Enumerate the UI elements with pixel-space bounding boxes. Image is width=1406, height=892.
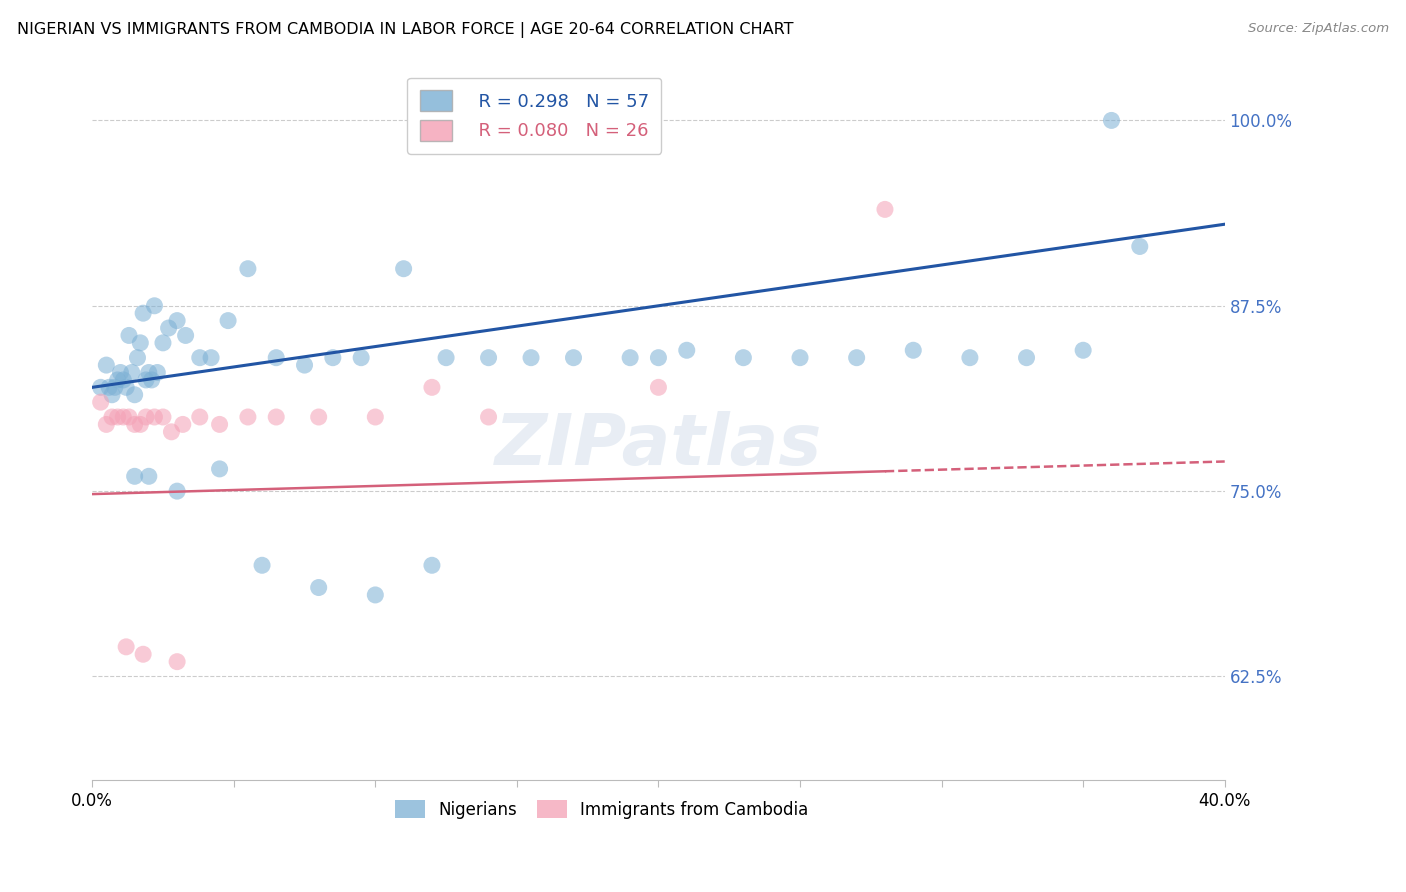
Point (420, 380, 443, 394)
Point (250, 558, 273, 573)
Point (1015, 351, 1038, 365)
Point (157, 321, 180, 335)
Point (152, 335, 174, 350)
Point (90, 395, 112, 409)
Point (152, 409, 174, 424)
Point (107, 373, 129, 387)
Point (110, 366, 132, 380)
Point (477, 351, 499, 365)
Point (208, 417, 231, 432)
Point (364, 409, 387, 424)
Point (138, 469, 160, 483)
Point (845, 351, 868, 365)
Point (208, 462, 231, 476)
Point (308, 581, 330, 595)
Point (392, 261, 415, 276)
Point (364, 588, 387, 602)
Point (420, 558, 443, 573)
Text: NIGERIAN VS IMMIGRANTS FROM CAMBODIA IN LABOR FORCE | AGE 20-64 CORRELATION CHAR: NIGERIAN VS IMMIGRANTS FROM CAMBODIA IN … (17, 22, 793, 38)
Point (1129, 239, 1152, 253)
Point (217, 313, 239, 327)
Point (236, 261, 259, 276)
Point (172, 417, 194, 432)
Point (434, 351, 457, 365)
Point (188, 351, 211, 365)
Point (188, 409, 211, 424)
Point (1101, 113, 1123, 128)
Point (138, 366, 160, 380)
Point (294, 358, 316, 372)
Point (129, 417, 152, 432)
Point (132, 306, 155, 320)
Point (107, 409, 129, 424)
Point (115, 380, 138, 394)
Point (647, 380, 669, 394)
Point (562, 351, 585, 365)
Point (127, 351, 149, 365)
Legend: Nigerians, Immigrants from Cambodia: Nigerians, Immigrants from Cambodia (388, 793, 815, 825)
Point (135, 409, 157, 424)
Point (118, 328, 141, 343)
Point (129, 335, 152, 350)
Point (135, 373, 157, 387)
Point (477, 409, 499, 424)
Point (104, 380, 127, 394)
Point (308, 409, 330, 424)
Point (121, 366, 143, 380)
Point (112, 373, 135, 387)
Point (166, 484, 188, 499)
Point (733, 351, 755, 365)
Point (96, 358, 118, 372)
Point (873, 202, 896, 217)
Point (124, 388, 146, 402)
Point (143, 409, 166, 424)
Point (675, 343, 697, 358)
Point (1071, 343, 1094, 358)
Point (160, 425, 183, 439)
Point (619, 351, 641, 365)
Point (112, 409, 135, 424)
Point (146, 366, 169, 380)
Point (166, 655, 188, 669)
Point (174, 328, 197, 343)
Point (200, 351, 222, 365)
Text: Source: ZipAtlas.com: Source: ZipAtlas.com (1249, 22, 1389, 36)
Point (166, 313, 188, 327)
Point (264, 409, 287, 424)
Point (350, 351, 373, 365)
Point (101, 388, 124, 402)
Point (90, 380, 112, 394)
Point (96, 417, 118, 432)
Point (124, 417, 146, 432)
Text: ZIPatlas: ZIPatlas (495, 411, 823, 480)
Point (141, 373, 163, 387)
Point (322, 351, 344, 365)
Point (903, 343, 925, 358)
Point (959, 351, 981, 365)
Point (236, 409, 259, 424)
Point (520, 351, 543, 365)
Point (115, 640, 138, 654)
Point (101, 409, 124, 424)
Point (132, 647, 155, 661)
Point (118, 409, 141, 424)
Point (264, 351, 287, 365)
Point (647, 351, 669, 365)
Point (789, 351, 811, 365)
Point (124, 469, 146, 483)
Point (143, 299, 166, 313)
Point (98, 380, 121, 394)
